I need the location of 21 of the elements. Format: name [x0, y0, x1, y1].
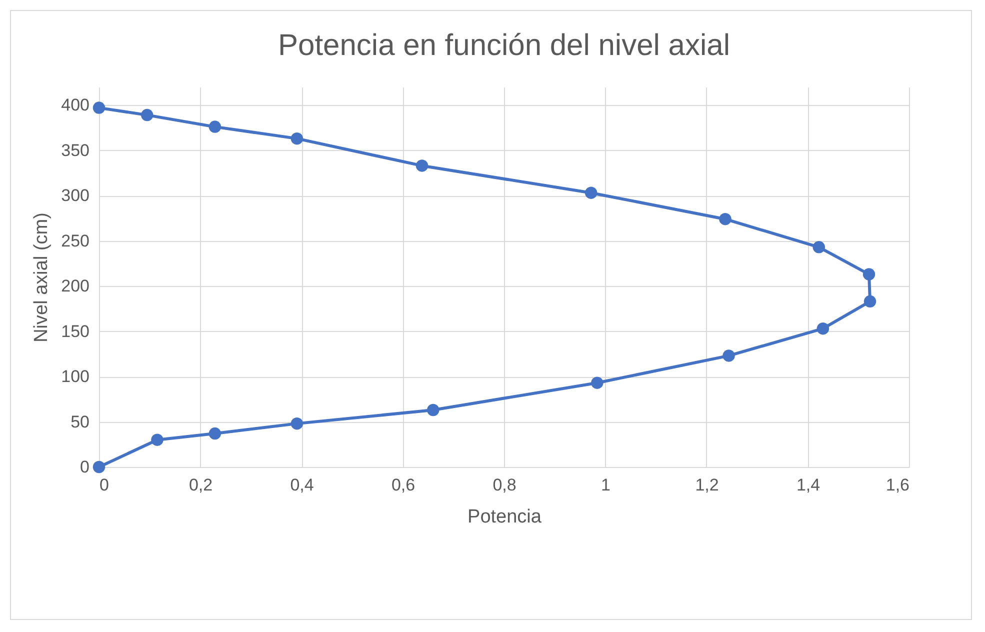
x-tick-label: 0,2: [188, 476, 213, 494]
x-tick-label: 0,6: [391, 476, 416, 494]
y-tick-label: 0: [80, 458, 90, 476]
x-tick-label: 0: [100, 476, 109, 494]
y-axis-title: Nivel axial (cm): [31, 212, 52, 342]
x-tick-label: 1,4: [796, 476, 820, 494]
y-tick-label: 200: [61, 276, 90, 296]
y-tick-label: 400: [61, 96, 90, 115]
x-tick-label: 1,6: [886, 476, 910, 494]
y-tick-label: 250: [61, 231, 90, 250]
x-tick-label: 1: [601, 476, 610, 494]
y-tick-label: 150: [61, 322, 90, 341]
x-axis-title: Potencia: [468, 506, 542, 528]
x-tick-label: 0,8: [492, 476, 516, 494]
y-tick-label: 50: [70, 412, 90, 432]
y-tick-label: 300: [61, 186, 90, 206]
x-tick-label: 0,4: [290, 476, 314, 494]
chart-title: Potencia en función del nivel axial: [278, 29, 730, 62]
y-tick-label: 100: [61, 367, 90, 386]
x-tick-label: 1,2: [695, 476, 719, 494]
y-tick-label: 350: [61, 140, 90, 160]
